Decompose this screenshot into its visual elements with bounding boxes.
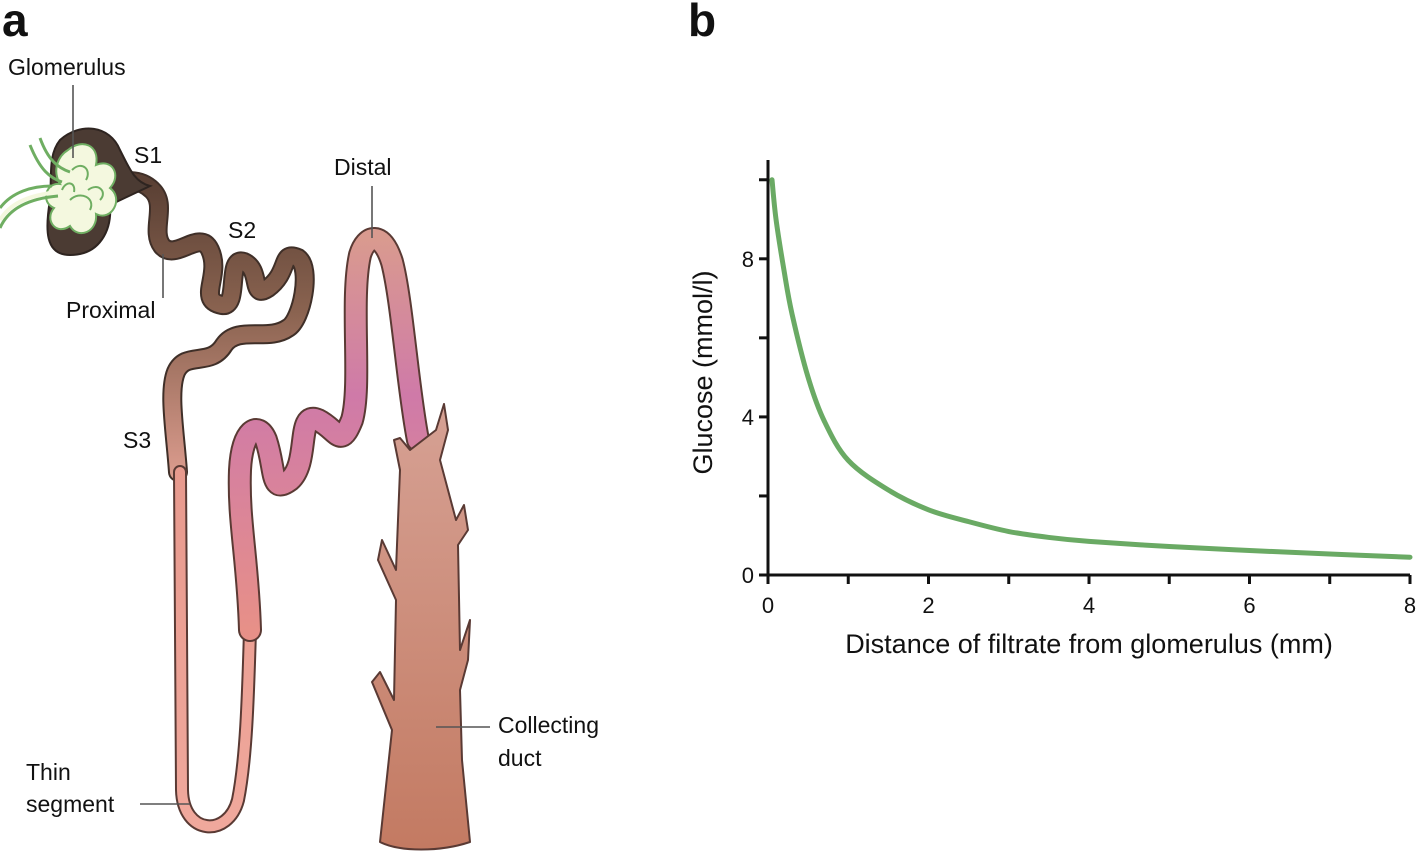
label-distal: Distal	[334, 154, 392, 180]
x-tick-label: 4	[1083, 593, 1095, 618]
label-glomerulus: Glomerulus	[8, 54, 126, 80]
capillary-loops	[61, 164, 104, 211]
y-tick-label: 0	[742, 563, 754, 588]
label-collecting-line2: duct	[498, 745, 542, 771]
thin-segment	[175, 467, 255, 832]
label-thin-line2: segment	[26, 791, 115, 817]
label-collecting-line1: Collecting	[498, 712, 599, 738]
panel-a-letter: a	[2, 0, 28, 46]
panel-a: a Glomerulus S1 S2	[0, 0, 599, 851]
nephron-tubule	[90, 171, 430, 834]
glomerulus	[0, 127, 153, 257]
label-s3: S3	[123, 427, 151, 453]
capillary-tuft	[45, 143, 117, 235]
x-tick-label: 6	[1243, 593, 1255, 618]
x-axis-title: Distance of filtrate from glomerulus (mm…	[845, 629, 1333, 659]
panel-b: b 0 4 8 0 2 4 6 8 Distance of filtrate from gl…	[688, 0, 1416, 659]
proximal-tubule	[92, 173, 313, 480]
y-axis-title: Glucose (mmol/l)	[688, 270, 718, 474]
glucose-curve	[769, 177, 1413, 560]
label-thin-line1: Thin	[26, 759, 71, 785]
y-tick-label: 8	[742, 247, 754, 272]
distal-tubule	[229, 229, 428, 640]
x-tick-label: 2	[922, 593, 934, 618]
x-ticks: 0 2 4 6 8	[762, 575, 1416, 618]
x-tick-label: 0	[762, 593, 774, 618]
collecting-duct-body	[371, 403, 471, 851]
panel-b-letter: b	[688, 0, 716, 46]
label-proximal: Proximal	[66, 297, 155, 323]
afferent-vessels-inner	[0, 190, 57, 222]
y-ticks: 0 4 8	[742, 178, 768, 588]
glucose-chart: 0 4 8 0 2 4 6 8 Distance of filtrate from glom…	[688, 160, 1416, 659]
collecting-duct	[371, 403, 471, 851]
y-tick-label: 4	[742, 405, 754, 430]
label-s2: S2	[228, 217, 256, 243]
x-tick-label: 8	[1404, 593, 1416, 618]
afferent-vessels	[0, 137, 71, 229]
label-s1: S1	[134, 142, 162, 168]
